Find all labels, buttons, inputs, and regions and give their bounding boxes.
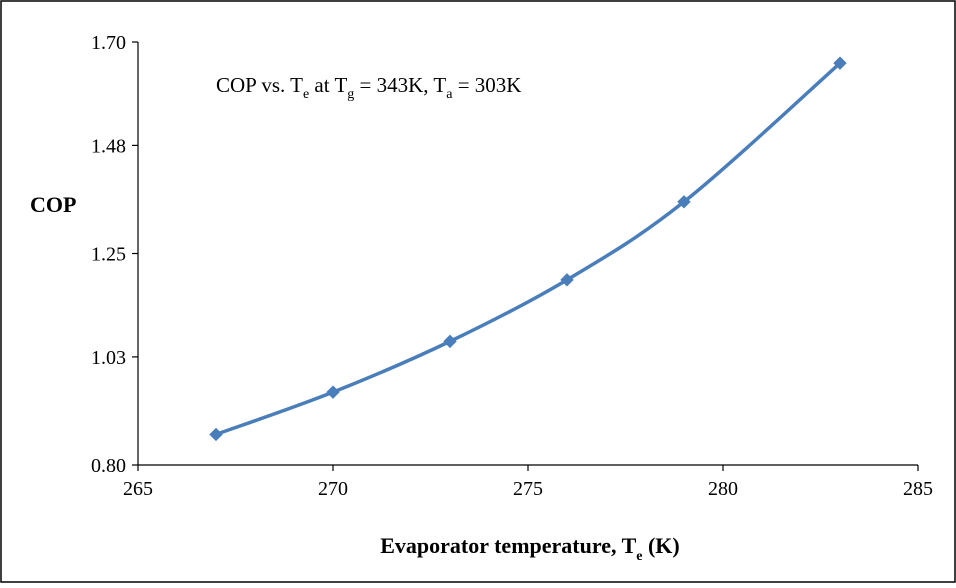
series-layer bbox=[209, 56, 847, 442]
y-tick-label: 1.48 bbox=[91, 135, 126, 157]
x-axis-title: Evaporator temperature, Te (K) bbox=[380, 533, 680, 564]
x-axis-title-main: Evaporator temperature, T bbox=[380, 533, 636, 558]
x-tick-label: 265 bbox=[123, 478, 153, 500]
x-tick-label: 270 bbox=[318, 478, 348, 500]
y-axis-title: COP bbox=[30, 192, 76, 217]
x-tick-labels: 265 270 275 280 285 bbox=[123, 478, 933, 500]
annotation-part-4: = 303K bbox=[452, 73, 521, 97]
x-tick-label: 285 bbox=[903, 478, 933, 500]
data-point-marker bbox=[443, 334, 457, 349]
annotation-part-3: = 343K, T bbox=[354, 73, 446, 97]
series-line bbox=[215, 61, 842, 437]
data-point-marker bbox=[209, 427, 223, 442]
data-point-marker bbox=[326, 385, 340, 399]
y-tick-label: 1.25 bbox=[91, 244, 126, 266]
x-axis-title-tail: (K) bbox=[642, 533, 679, 558]
data-point-marker bbox=[833, 56, 847, 70]
annotation-part-2: at T bbox=[309, 73, 347, 97]
annotation-sub-1: e bbox=[303, 87, 309, 102]
annotation-part-1: COP vs. T bbox=[216, 73, 303, 97]
y-tick-label: 1.70 bbox=[91, 32, 126, 54]
annotation-sub-3: a bbox=[446, 87, 453, 102]
axes bbox=[132, 41, 919, 471]
y-tick-labels: 0.80 1.03 1.25 1.48 1.70 bbox=[91, 32, 126, 477]
x-axis-title-sub: e bbox=[636, 549, 642, 564]
x-tick-label: 280 bbox=[708, 478, 738, 500]
x-tick-label: 275 bbox=[513, 478, 543, 500]
data-point-marker bbox=[560, 273, 574, 287]
chart-annotation: COP vs. Te at Tg = 343K, Ta = 303K bbox=[216, 73, 521, 102]
y-tick-label: 1.03 bbox=[91, 347, 126, 369]
data-point-marker bbox=[677, 195, 691, 209]
annotation-sub-2: g bbox=[347, 87, 354, 102]
y-tick-label: 0.80 bbox=[91, 455, 126, 477]
